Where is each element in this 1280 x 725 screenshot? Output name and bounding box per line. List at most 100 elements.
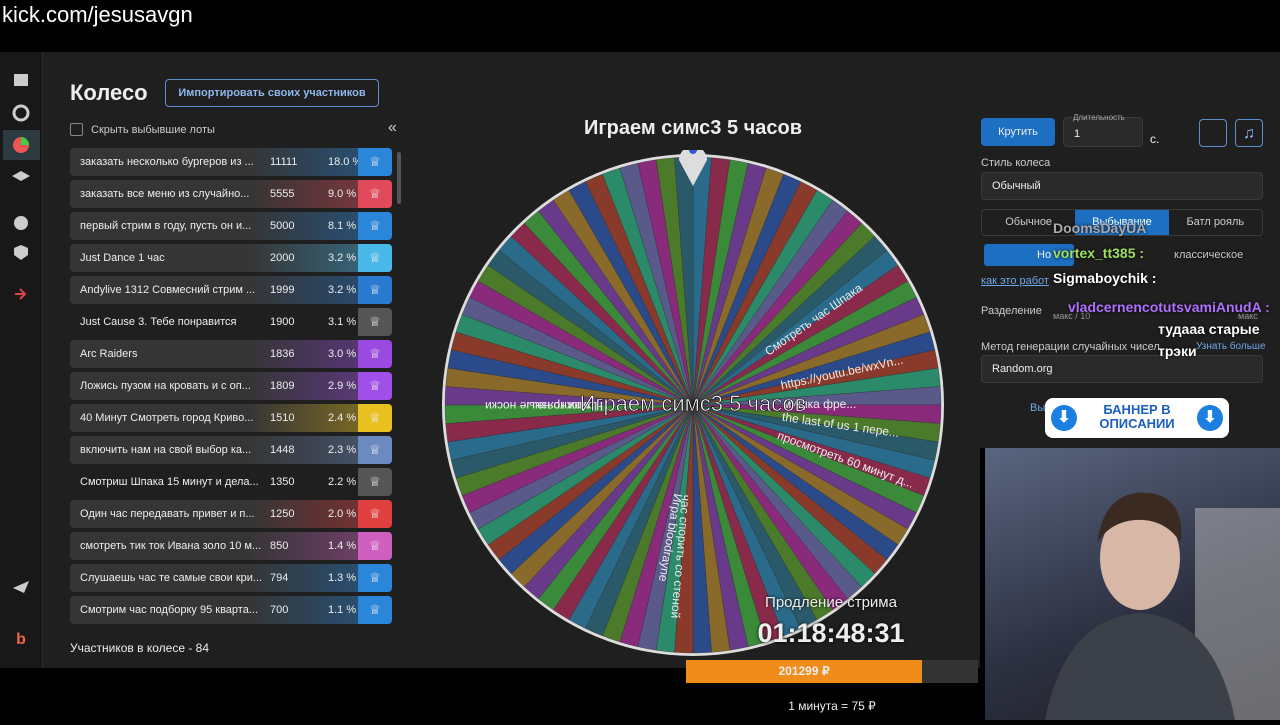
lot-row[interactable]: смотреть тик ток Ивана золо 10 м... 850 1.… <box>70 532 392 560</box>
icon-shield[interactable] <box>14 245 28 260</box>
lot-row[interactable]: Ложись пузом на кровать и с оп... 1809 2.9… <box>70 372 392 400</box>
icon-auction[interactable] <box>14 74 28 86</box>
chat-user: vortex_tt385 : <box>1053 245 1145 261</box>
sidebar: b <box>0 52 43 668</box>
split-max: макс <box>1238 311 1258 321</box>
lot-row[interactable]: заказать несколько бургеров из ... 11111 1… <box>70 148 392 176</box>
chat-message: vortex_tt385 : классическое <box>1053 245 1273 261</box>
lot-amount: 1448 <box>270 444 295 456</box>
spin-button[interactable]: Крутить <box>981 118 1055 146</box>
lot-percent: 1.4 % <box>328 540 357 552</box>
lot-badge: ♕ <box>358 180 392 208</box>
participants: Участников в колесе - 84 <box>70 641 210 655</box>
lot-amount: 5000 <box>270 220 295 232</box>
icon-telegram[interactable] <box>13 581 29 593</box>
banner-arrow: ⬇ <box>1197 405 1223 431</box>
lot-amount: 1900 <box>270 316 295 328</box>
lot-name: Just Cause 3. Тебе понравится <box>80 316 237 328</box>
dice-button[interactable] <box>1199 119 1227 147</box>
lot-name: первый стрим в году, пусть он и... <box>80 220 252 232</box>
wheel-pointer-dot <box>689 150 697 154</box>
lot-percent: 2.3 % <box>328 444 357 456</box>
lot-percent: 2.2 % <box>328 476 357 488</box>
duration: 1 <box>1074 128 1081 140</box>
tab[interactable]: Выбывание <box>1075 210 1169 235</box>
webcam-figure <box>1045 492 1280 720</box>
banner-text: БАННЕР В ОПИСАНИИ <box>1099 402 1175 431</box>
lot-row[interactable]: Один час передавать привет и п... 1250 2.0… <box>70 500 392 528</box>
lot-badge: ♕ <box>358 372 392 400</box>
unit: с. <box>1150 132 1160 146</box>
lot-amount: 2000 <box>270 252 295 264</box>
lot-badge: ♕ <box>358 468 392 496</box>
lot-percent: 3.2 % <box>328 252 357 264</box>
lot-badge: ♕ <box>358 436 392 464</box>
rng-link[interactable]: Узнать больше <box>1196 341 1266 352</box>
lot-percent: 9.0 % <box>328 188 357 200</box>
lot-amount: 794 <box>270 572 289 584</box>
lot-row[interactable]: первый стрим в году, пусть он и... 5000 8.… <box>70 212 392 240</box>
chat-user: DoomsDayUA <box>1053 220 1147 236</box>
wheel-label: Ножки грязные носки <box>485 399 603 413</box>
lot-row[interactable]: Смотриш Шпака 15 минут и дела... 1350 2.2 … <box>70 468 392 496</box>
duration-input[interactable]: 1 <box>1063 117 1143 147</box>
stream-rate: 1 минута = 75 ₽ <box>788 699 876 713</box>
lot-row[interactable]: включить нам на свой выбор ка... 1448 2.3 … <box>70 436 392 464</box>
icon-brand[interactable]: b <box>16 631 26 648</box>
tabs: Обычное Выбывание Батл рояль <box>981 209 1263 236</box>
sidebar-icons: b <box>3 74 40 648</box>
lot-row[interactable]: Just Cause 3. Тебе понравится 1900 3.1 % ♕ <box>70 308 392 336</box>
lot-name: смотреть тик ток Ивана золо 10 м... <box>80 540 262 552</box>
lot-row[interactable]: Смотрим час подборку 95 кварта... 700 1.1 … <box>70 596 392 624</box>
how-link[interactable]: как это работ <box>981 275 1049 287</box>
lot-percent: 3.1 % <box>328 316 357 328</box>
rng-label: Метод генерации случайных чисел <box>981 341 1160 353</box>
import-button[interactable]: Импортировать своих участников <box>165 79 379 107</box>
lot-badge: ♕ <box>358 596 392 624</box>
rng-value: Random.org <box>992 363 1053 375</box>
wheel-title: Играем симс3 5 часов <box>583 117 803 139</box>
lot-row[interactable]: Just Dance 1 час 2000 3.2 % ♕ <box>70 244 392 272</box>
wheel-pointer <box>679 150 707 186</box>
lot-name: Слушаешь час те самые свои кри... <box>80 572 262 584</box>
lot-badge: ♕ <box>358 212 392 240</box>
lot-row[interactable]: заказать все меню из случайно... 5555 9.0 … <box>70 180 392 208</box>
chat-user: vladcernencotutsvamiAnudA : <box>1068 299 1270 315</box>
rng-select[interactable]: Random.org <box>981 355 1263 383</box>
lot-name: Один час передавать привет и п... <box>80 508 255 520</box>
tab[interactable]: Обычное <box>1005 216 1053 228</box>
style-select[interactable]: Обычный <box>981 172 1263 200</box>
lot-row[interactable]: Arc Raiders 1836 3.0 % ♕ <box>70 340 392 368</box>
split-label: Разделение <box>981 305 1042 317</box>
new-button[interactable]: Но <box>984 244 1074 266</box>
lot-row[interactable]: Andylive 1312 Совмесний стрим ... 1999 3.2… <box>70 276 392 304</box>
lot-amount: 1350 <box>270 476 295 488</box>
lot-name: Arc Raiders <box>80 348 138 360</box>
lot-name: включить нам на свой выбор ка... <box>80 444 252 456</box>
lot-amount: 1809 <box>270 380 295 392</box>
lot-badge: ♕ <box>358 340 392 368</box>
lot-row[interactable]: Слушаешь час те самые свои кри... 794 1.3 … <box>70 564 392 592</box>
lot-amount: 1836 <box>270 348 295 360</box>
more-link[interactable]: Вы <box>1030 402 1046 414</box>
lot-badge: ♕ <box>358 244 392 272</box>
lot-name: 40 Минут Смотреть город Криво... <box>80 412 254 424</box>
music-button[interactable]: ♫ <box>1235 119 1263 147</box>
lot-name: Смотрим час подборку 95 кварта... <box>80 604 259 616</box>
lot-amount: 5555 <box>270 188 295 200</box>
icon-help[interactable] <box>14 216 28 230</box>
wheel-label: мишка фре... <box>783 397 856 411</box>
lot-row[interactable]: 40 Минут Смотреть город Криво... 1510 2.4 … <box>70 404 392 432</box>
lot-name: Just Dance 1 час <box>80 252 165 264</box>
checkbox[interactable] <box>70 123 83 136</box>
tab[interactable]: Батл рояль <box>1186 216 1245 228</box>
lot-badge: ♕ <box>358 276 392 304</box>
icon-settings[interactable] <box>12 104 30 122</box>
lot-percent: 18.0 % <box>328 156 363 168</box>
icon-layers[interactable] <box>12 171 30 181</box>
collapse[interactable]: « <box>388 119 397 136</box>
lot-badge: ♕ <box>358 308 392 336</box>
icon-logout[interactable] <box>15 288 27 300</box>
lot-badge: ♕ <box>358 500 392 528</box>
